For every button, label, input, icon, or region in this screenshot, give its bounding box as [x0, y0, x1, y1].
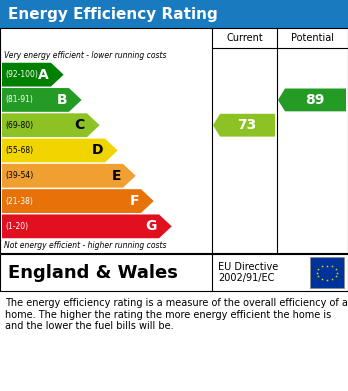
Polygon shape	[2, 88, 82, 112]
Polygon shape	[2, 113, 100, 137]
Text: England & Wales: England & Wales	[8, 264, 178, 282]
Bar	[0, 254, 348, 291]
Text: Current: Current	[226, 33, 263, 43]
Text: Potential: Potential	[291, 33, 334, 43]
Polygon shape	[2, 215, 172, 238]
Polygon shape	[2, 63, 64, 86]
Text: (69-80): (69-80)	[5, 121, 33, 130]
Polygon shape	[2, 138, 118, 162]
Text: Energy Efficiency Rating: Energy Efficiency Rating	[8, 7, 218, 22]
Text: G: G	[146, 219, 157, 233]
Text: (81-91): (81-91)	[5, 95, 33, 104]
Text: 73: 73	[237, 118, 256, 132]
Text: (39-54): (39-54)	[5, 171, 33, 180]
Polygon shape	[2, 164, 136, 188]
Text: F: F	[129, 194, 139, 208]
Text: 89: 89	[305, 93, 324, 107]
Text: C: C	[75, 118, 85, 132]
Text: B: B	[56, 93, 67, 107]
Text: (55-68): (55-68)	[5, 146, 33, 155]
Text: Very energy efficient - lower running costs: Very energy efficient - lower running co…	[4, 51, 166, 60]
Text: (1-20): (1-20)	[5, 222, 28, 231]
Text: (21-38): (21-38)	[5, 197, 33, 206]
Text: Not energy efficient - higher running costs: Not energy efficient - higher running co…	[4, 241, 166, 250]
Text: D: D	[92, 143, 103, 158]
Text: EU Directive: EU Directive	[218, 262, 278, 273]
Bar	[310, 257, 344, 288]
Text: (92-100): (92-100)	[5, 70, 38, 79]
Polygon shape	[2, 189, 154, 213]
Bar	[0, 0, 348, 28]
Text: A: A	[38, 68, 49, 82]
Text: The energy efficiency rating is a measure of the overall efficiency of a home. T: The energy efficiency rating is a measur…	[5, 298, 348, 331]
Text: E: E	[112, 169, 121, 183]
Text: 2002/91/EC: 2002/91/EC	[218, 273, 274, 283]
Polygon shape	[213, 114, 275, 136]
Polygon shape	[278, 88, 346, 111]
Bar	[0, 28, 348, 253]
